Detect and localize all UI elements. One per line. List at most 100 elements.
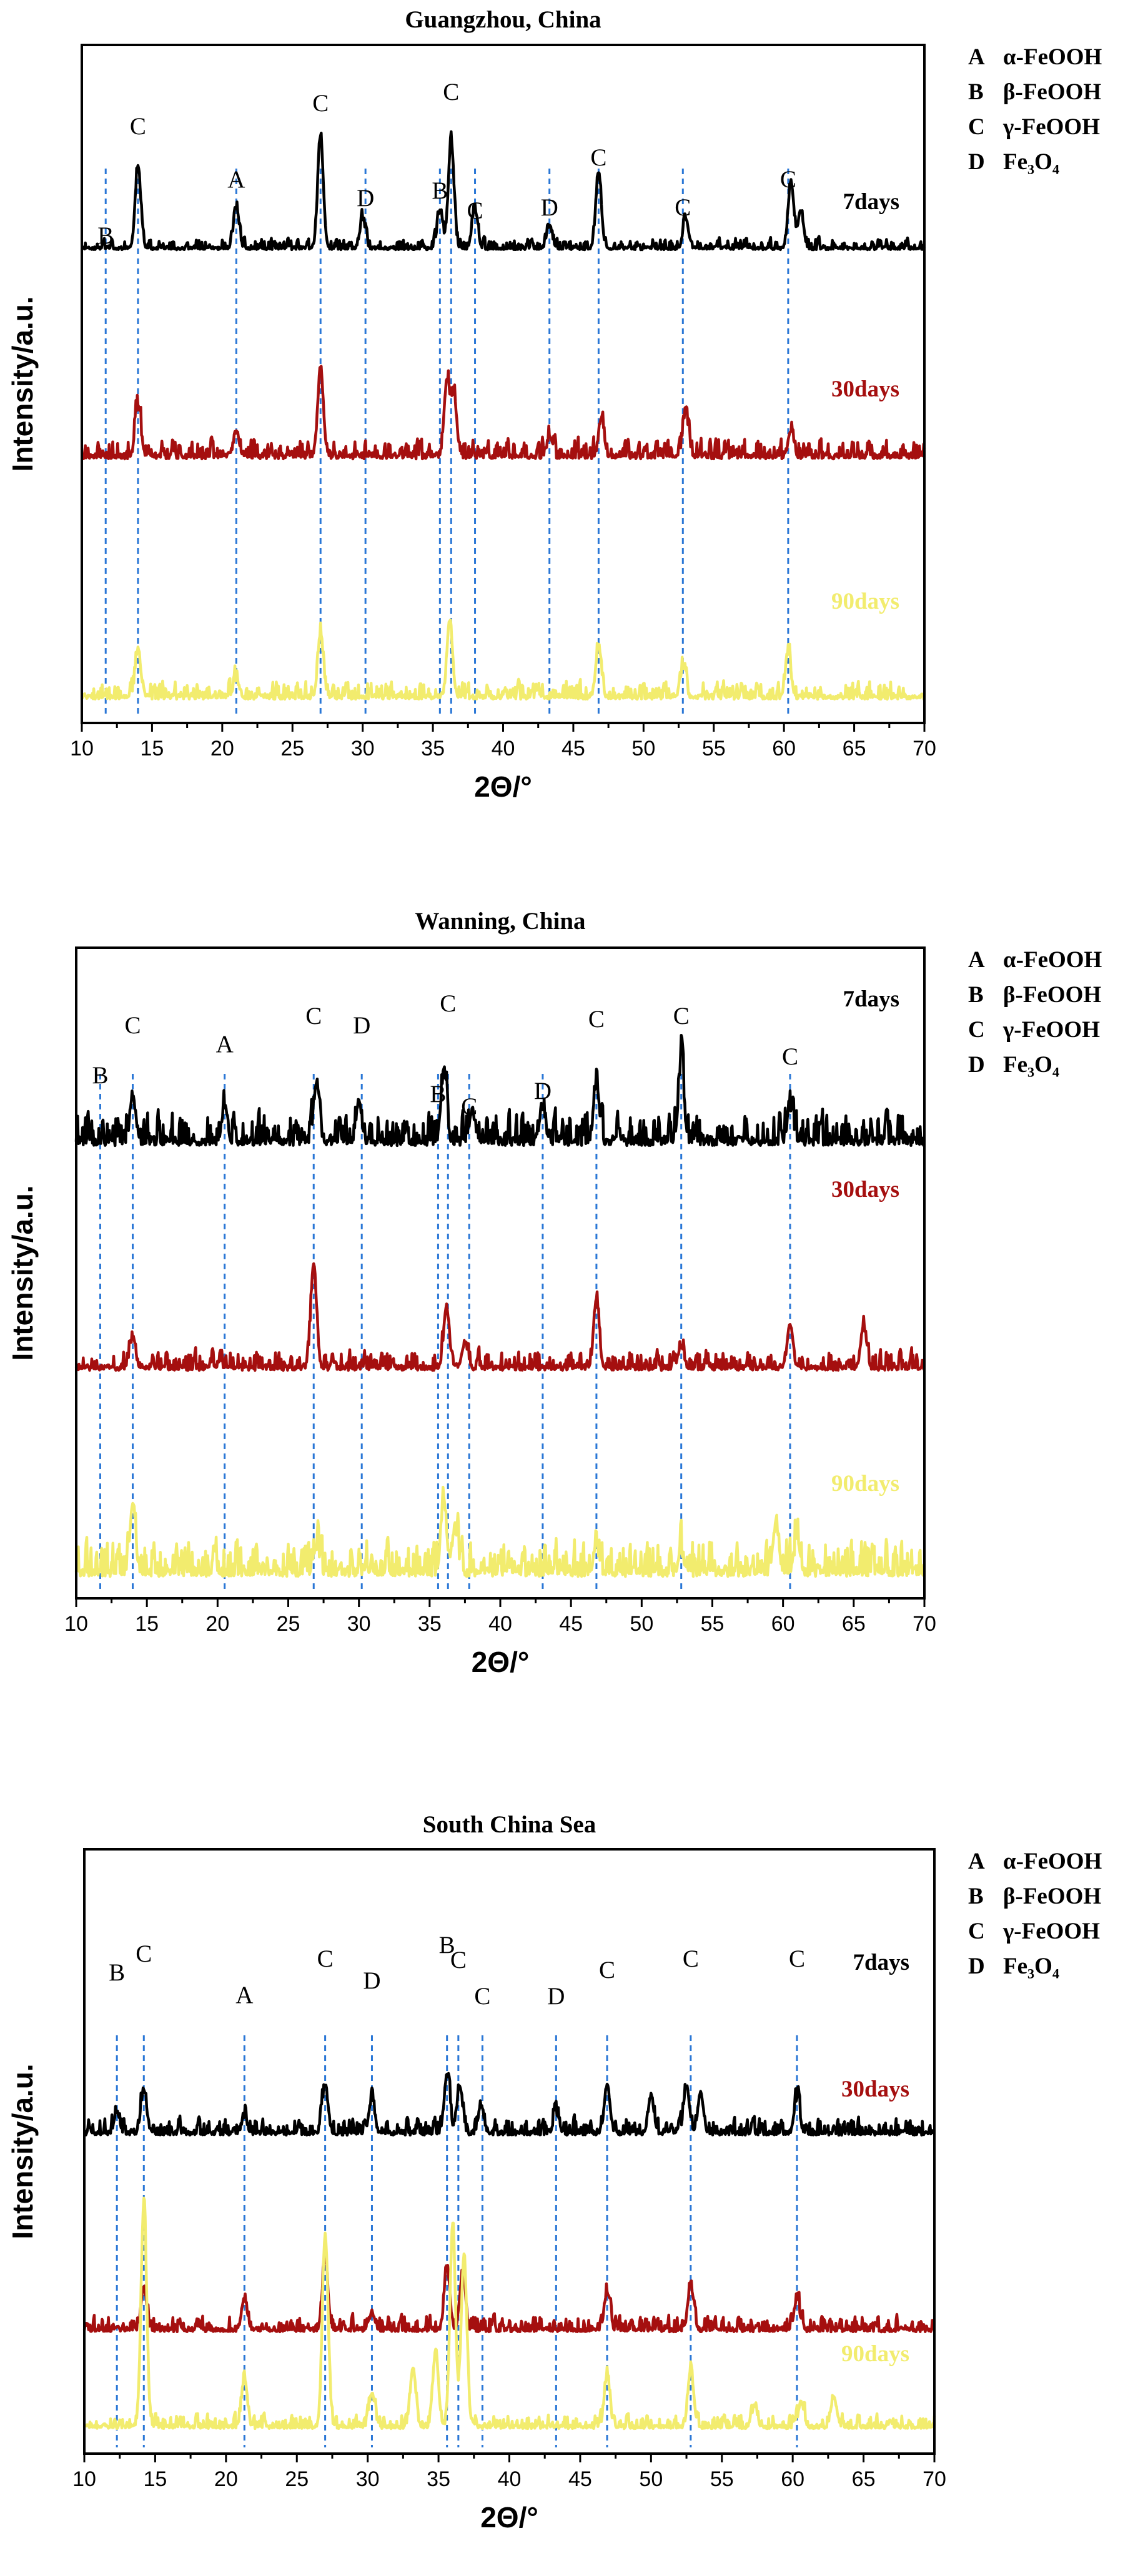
x-tick-label: 70 <box>913 1612 936 1636</box>
x-tick-label: 30 <box>347 1612 371 1636</box>
peak-label: A <box>216 1031 234 1058</box>
x-tick-label: 65 <box>842 1612 866 1636</box>
x-tick-label: 50 <box>630 1612 653 1636</box>
legend-key: B <box>968 1884 984 1909</box>
peak-label: C <box>599 1957 615 1984</box>
x-tick-label: 45 <box>559 1612 583 1636</box>
legend-label: α-FeOOH <box>1003 44 1102 70</box>
x-tick-label: 15 <box>144 2467 167 2491</box>
x-tick-label: 55 <box>710 2467 734 2491</box>
legend-label: γ-FeOOH <box>1002 1919 1100 1944</box>
x-tick-label: 30 <box>356 2467 380 2491</box>
y-axis-label: Intensity/a.u. <box>6 296 39 471</box>
series-label-7days: 7days <box>853 1950 909 1975</box>
peak-label: C <box>450 1947 467 1974</box>
x-tick-label: 50 <box>639 2467 663 2491</box>
series-label-30days: 30days <box>831 1177 899 1202</box>
peak-label: D <box>547 1983 565 2010</box>
x-tick-label: 20 <box>210 737 234 760</box>
peak-label: C <box>789 1945 805 1972</box>
x-tick-label: 65 <box>843 737 866 760</box>
x-tick-label: 70 <box>913 737 936 760</box>
legend-key: D <box>968 1052 985 1078</box>
x-tick-label: 45 <box>568 2467 592 2491</box>
legend-key: A <box>968 44 985 70</box>
x-tick-label: 65 <box>852 2467 876 2491</box>
panel-title: Wanning, China <box>415 908 585 935</box>
x-tick-label: 25 <box>280 737 304 760</box>
x-axis-label: 2Θ/° <box>480 2501 538 2534</box>
peak-label: C <box>588 1006 605 1033</box>
peak-label: B <box>109 1959 125 1986</box>
peak-label: C <box>443 79 459 106</box>
series-label-30days: 30days <box>831 376 899 402</box>
legend-key: B <box>968 982 984 1008</box>
series-line-90days <box>81 618 926 701</box>
x-tick-label: 35 <box>418 1612 442 1636</box>
x-tick-label: 45 <box>562 737 585 760</box>
x-axis-label: 2Θ/° <box>472 1646 530 1678</box>
peak-label: D <box>357 185 374 212</box>
x-tick-label: 30 <box>351 737 375 760</box>
x-tick-label: 40 <box>488 1612 512 1636</box>
legend-label: β-FeOOH <box>1003 1884 1101 1909</box>
x-tick-label: 55 <box>702 737 726 760</box>
series-label-90days: 90days <box>831 589 899 614</box>
peak-label: C <box>780 166 796 193</box>
legend-key: A <box>968 947 985 973</box>
legend-label: α-FeOOH <box>1003 1849 1102 1874</box>
x-tick-label: 40 <box>492 737 515 760</box>
x-tick-label: 40 <box>498 2467 522 2491</box>
peak-label: C <box>474 1983 490 2010</box>
series-label-30days: 30days <box>841 2077 909 2102</box>
x-tick-label: 55 <box>701 1612 725 1636</box>
series-label-7days: 7days <box>843 986 899 1012</box>
series-line-90days <box>74 1485 926 1578</box>
x-tick-label: 70 <box>923 2467 946 2491</box>
series-label-7days: 7days <box>843 189 899 215</box>
legend-label: Fe₃O₄ <box>1003 1954 1059 1979</box>
peak-label: C <box>317 1945 334 1972</box>
panel-title: Guangzhou, China <box>405 6 601 33</box>
peak-label: C <box>467 197 483 224</box>
peak-label: D <box>363 1967 380 1994</box>
plot-frame <box>81 44 926 724</box>
x-axis-label: 2Θ/° <box>474 770 532 803</box>
x-tick-label: 15 <box>141 737 164 760</box>
legend-key: C <box>968 1919 985 1944</box>
legend-key: C <box>968 1017 985 1043</box>
x-tick-label: 60 <box>772 737 796 760</box>
legend-key: D <box>968 1954 985 1979</box>
peak-label: C <box>461 1093 477 1120</box>
x-tick-label: 35 <box>427 2467 450 2491</box>
peak-label: D <box>534 1078 552 1104</box>
series-line-7days <box>74 1033 926 1148</box>
legend-key: A <box>968 1849 985 1874</box>
legend-label: β-FeOOH <box>1003 79 1101 105</box>
series-label-90days: 90days <box>841 2341 909 2367</box>
peak-label: C <box>136 1940 152 1967</box>
peak-label: A <box>227 166 245 193</box>
peak-label: A <box>235 1982 253 2008</box>
peak-label: C <box>125 1012 141 1039</box>
peak-label: C <box>683 1945 699 1972</box>
series-line-90days <box>82 2196 936 2431</box>
series-line-30days <box>82 2258 936 2334</box>
x-tick-label: 10 <box>70 737 94 760</box>
series-line-30days <box>81 365 926 461</box>
series-label-90days: 90days <box>831 1471 899 1497</box>
peak-label: C <box>675 194 691 221</box>
peak-label: B <box>97 222 114 249</box>
plot-frame <box>83 1848 936 2455</box>
peak-label: B <box>432 177 448 204</box>
x-tick-label: 10 <box>64 1612 88 1636</box>
peak-label: C <box>440 990 456 1017</box>
legend-label: α-FeOOH <box>1003 947 1102 973</box>
peak-label: B <box>439 1932 455 1959</box>
legend-label: Fe₃O₄ <box>1003 149 1059 175</box>
